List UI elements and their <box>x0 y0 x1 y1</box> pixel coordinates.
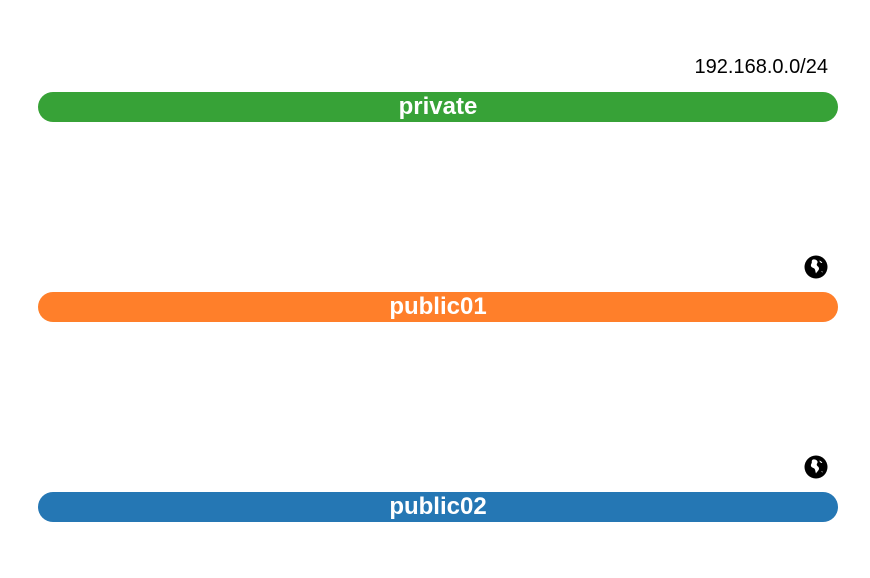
network-name: private <box>398 93 478 120</box>
network-public01: public01 <box>38 252 838 322</box>
subnet-label: 192.168.0.0/24 <box>694 56 828 78</box>
network-private-meta: 192.168.0.0/24 <box>695 52 838 82</box>
network-public01-meta <box>804 252 838 282</box>
network-name: public01 <box>389 293 487 320</box>
network-public02: public02 <box>38 452 838 522</box>
network-bar-private[interactable]: private <box>38 92 838 122</box>
network-name: public02 <box>389 493 487 520</box>
network-bar-public01[interactable]: public01 <box>38 292 838 322</box>
network-bar-public02[interactable]: public02 <box>38 492 838 522</box>
network-private: 192.168.0.0/24 private <box>38 52 838 122</box>
globe-icon <box>804 455 828 479</box>
network-public02-meta <box>804 452 838 482</box>
globe-icon <box>804 255 828 279</box>
